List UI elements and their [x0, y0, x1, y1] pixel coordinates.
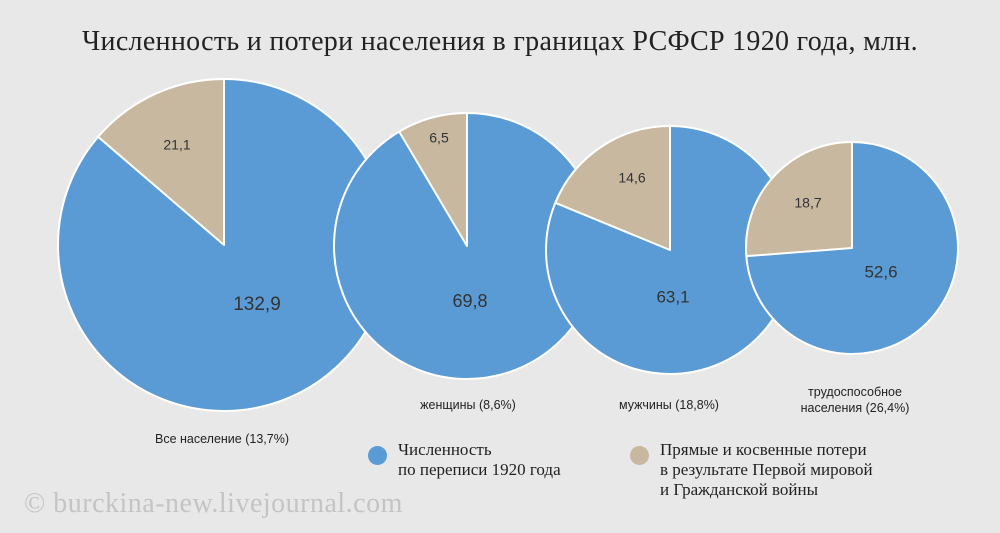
- pie-caption-men: мужчины (18,8%): [619, 398, 719, 412]
- slice-label-losses-women: 6,5: [429, 130, 449, 146]
- legend-item-losses: Прямые и косвенные потери в результате П…: [630, 440, 873, 500]
- slice-label-population-women: 69,8: [452, 291, 487, 311]
- slice-losses-men: [554, 125, 671, 251]
- legend-swatch-losses: [630, 446, 649, 465]
- slice-losses-all: [97, 78, 225, 246]
- slice-label-population-working-age: 52,6: [864, 262, 897, 281]
- legend-item-population: Численность по переписи 1920 года: [368, 440, 561, 480]
- slice-label-losses-all: 21,1: [163, 137, 190, 153]
- watermark: © burckina-new.livejournal.com: [24, 488, 403, 519]
- slice-label-population-all: 132,9: [233, 294, 281, 315]
- pie-men: 63,1 14,6: [545, 125, 795, 375]
- legend-label-losses: Прямые и косвенные потери в результате П…: [660, 440, 873, 499]
- legend-label-population: Численность по переписи 1920 года: [398, 440, 561, 479]
- slice-label-losses-men: 14,6: [618, 170, 645, 186]
- pie-caption-all: Все население (13,7%): [155, 432, 289, 446]
- legend-swatch-population: [368, 446, 387, 465]
- slice-losses-women: [398, 112, 468, 247]
- pie-working-age: 52,6 18,7: [745, 141, 959, 355]
- pie-caption-women: женщины (8,6%): [420, 398, 516, 412]
- slice-losses-working-age: [745, 141, 853, 258]
- slice-label-losses-working-age: 18,7: [794, 195, 821, 211]
- pie-caption-working-age: трудоспособное населения (26,4%): [800, 385, 910, 415]
- slice-label-population-men: 63,1: [656, 287, 689, 306]
- chart-title: Численность и потери населения в граница…: [82, 26, 918, 57]
